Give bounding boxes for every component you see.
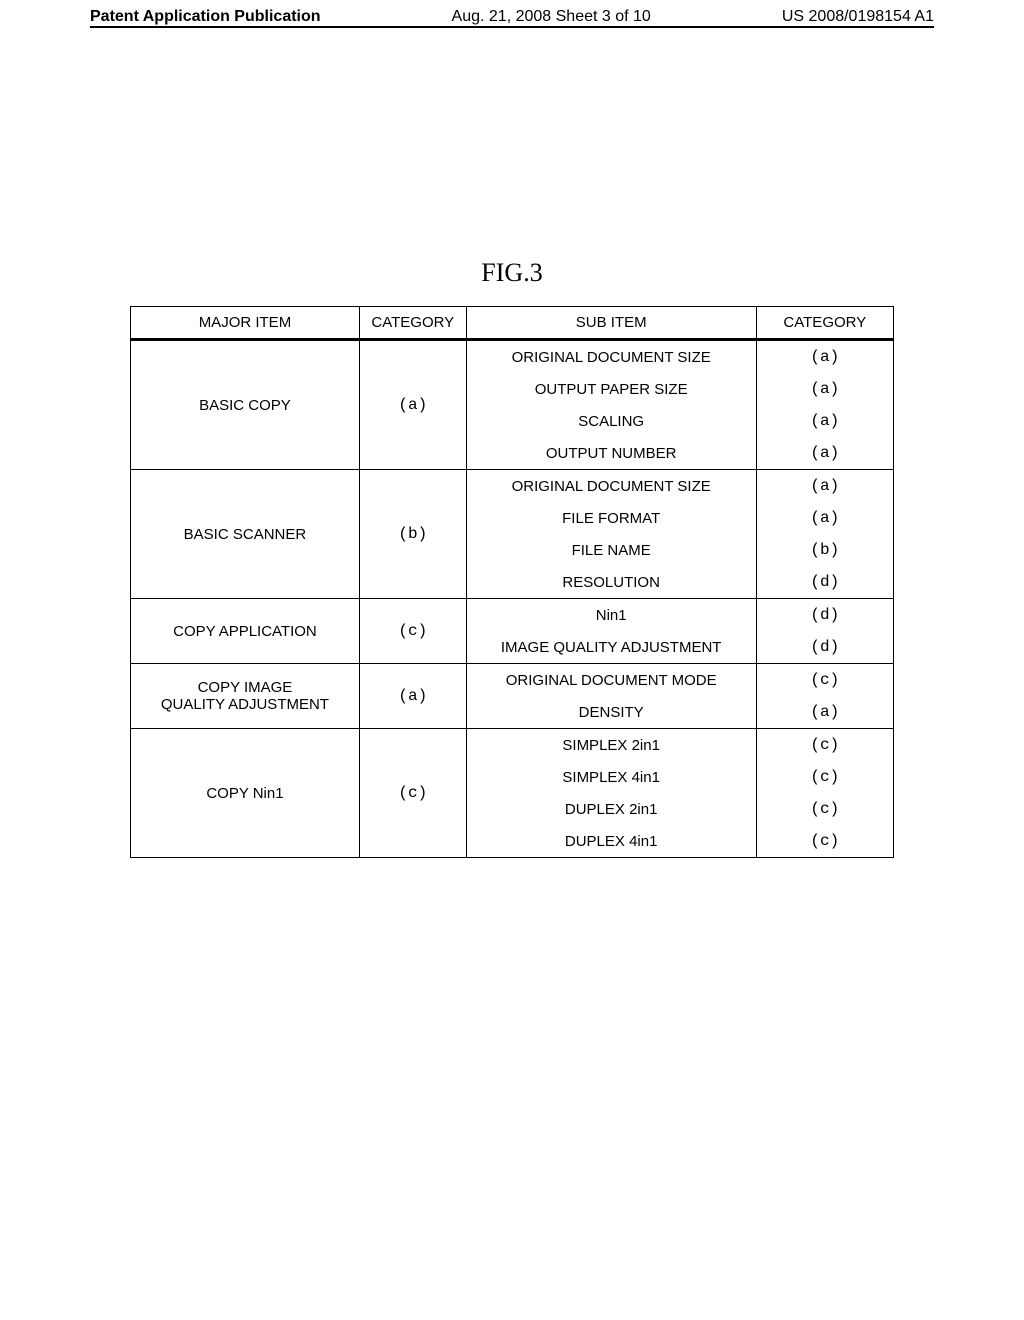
sub-item-cell: OUTPUT PAPER SIZE — [466, 373, 756, 405]
header-right: US 2008/0198154 A1 — [782, 8, 934, 26]
page-header: Patent Application Publication Aug. 21, … — [0, 0, 1024, 26]
col-category-2: CATEGORY — [756, 307, 893, 340]
sub-item-cell: SIMPLEX 2in1 — [466, 729, 756, 762]
col-category-1: CATEGORY — [359, 307, 466, 340]
table-row: COPY APPLICATION (c) Nin1 (d) — [131, 599, 894, 632]
figure-label: FIG.3 — [0, 258, 1024, 288]
sub-category-cell: (d) — [756, 599, 893, 632]
table-body: BASIC COPY (a) ORIGINAL DOCUMENT SIZE (a… — [131, 340, 894, 858]
sub-category-cell: (c) — [756, 729, 893, 762]
sub-item-cell: IMAGE QUALITY ADJUSTMENT — [466, 631, 756, 664]
sub-category-cell: (a) — [756, 696, 893, 729]
sub-item-cell: Nin1 — [466, 599, 756, 632]
header-rule — [90, 26, 934, 28]
sub-category-cell: (d) — [756, 631, 893, 664]
sub-item-cell: DENSITY — [466, 696, 756, 729]
sub-item-cell: FILE NAME — [466, 534, 756, 566]
sub-item-cell: SIMPLEX 4in1 — [466, 761, 756, 793]
sub-category-cell: (c) — [756, 793, 893, 825]
category-cell: (c) — [359, 729, 466, 858]
major-item-cell: BASIC SCANNER — [131, 470, 360, 599]
sub-item-cell: ORIGINAL DOCUMENT SIZE — [466, 470, 756, 503]
table-row: COPY IMAGEQUALITY ADJUSTMENT (a) ORIGINA… — [131, 664, 894, 697]
sub-category-cell: (b) — [756, 534, 893, 566]
sub-item-cell: FILE FORMAT — [466, 502, 756, 534]
col-major-item: MAJOR ITEM — [131, 307, 360, 340]
sub-item-cell: SCALING — [466, 405, 756, 437]
sub-category-cell: (c) — [756, 664, 893, 697]
category-cell: (b) — [359, 470, 466, 599]
table-header-row: MAJOR ITEM CATEGORY SUB ITEM CATEGORY — [131, 307, 894, 340]
col-sub-item: SUB ITEM — [466, 307, 756, 340]
sub-category-cell: (a) — [756, 373, 893, 405]
category-table: MAJOR ITEM CATEGORY SUB ITEM CATEGORY BA… — [130, 306, 894, 858]
table-row: COPY Nin1 (c) SIMPLEX 2in1 (c) — [131, 729, 894, 762]
sub-item-cell: DUPLEX 4in1 — [466, 825, 756, 858]
sub-item-cell: RESOLUTION — [466, 566, 756, 599]
sub-item-cell: ORIGINAL DOCUMENT SIZE — [466, 340, 756, 374]
sub-category-cell: (c) — [756, 761, 893, 793]
table-row: BASIC COPY (a) ORIGINAL DOCUMENT SIZE (a… — [131, 340, 894, 374]
sub-category-cell: (a) — [756, 437, 893, 470]
sub-category-cell: (c) — [756, 825, 893, 858]
sub-category-cell: (a) — [756, 470, 893, 503]
header-center: Aug. 21, 2008 Sheet 3 of 10 — [452, 8, 651, 26]
sub-category-cell: (a) — [756, 340, 893, 374]
major-item-cell: COPY Nin1 — [131, 729, 360, 858]
table-row: BASIC SCANNER (b) ORIGINAL DOCUMENT SIZE… — [131, 470, 894, 503]
category-cell: (a) — [359, 664, 466, 729]
sub-category-cell: (a) — [756, 502, 893, 534]
sub-category-cell: (d) — [756, 566, 893, 599]
sub-item-cell: DUPLEX 2in1 — [466, 793, 756, 825]
sub-item-cell: OUTPUT NUMBER — [466, 437, 756, 470]
major-item-cell: COPY IMAGEQUALITY ADJUSTMENT — [131, 664, 360, 729]
category-cell: (a) — [359, 340, 466, 470]
sub-category-cell: (a) — [756, 405, 893, 437]
header-left: Patent Application Publication — [90, 8, 321, 26]
major-item-cell: COPY APPLICATION — [131, 599, 360, 664]
major-item-cell: BASIC COPY — [131, 340, 360, 470]
sub-item-cell: ORIGINAL DOCUMENT MODE — [466, 664, 756, 697]
category-cell: (c) — [359, 599, 466, 664]
